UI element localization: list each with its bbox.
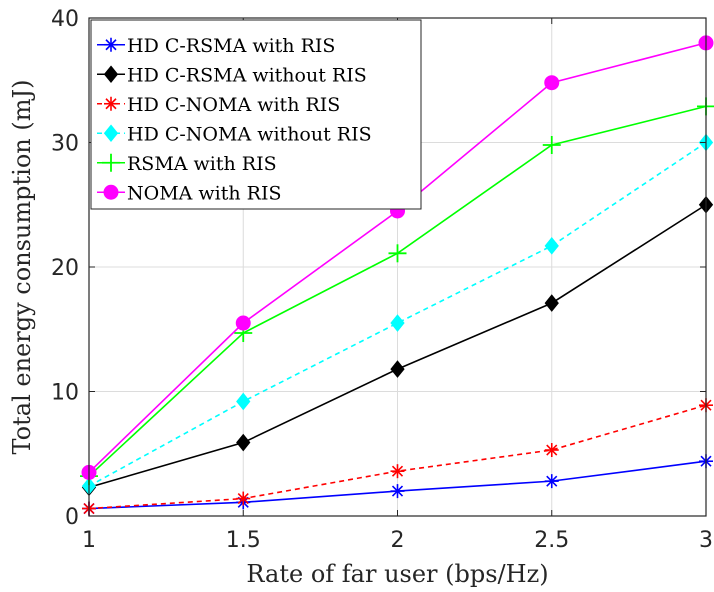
legend-label: NOMA with RIS: [127, 182, 282, 204]
data-point: [390, 464, 405, 479]
legend-box: [90, 19, 422, 210]
legend-marker: [103, 184, 119, 200]
data-point: [544, 75, 560, 91]
y-tick-label: 40: [51, 7, 79, 32]
data-point: [544, 443, 559, 458]
legend-label: HD C-RSMA without RIS: [127, 64, 367, 86]
legend-item: HD C-NOMA with RIS: [97, 94, 340, 116]
series-line: [88, 141, 707, 487]
y-tick-label: 30: [51, 132, 79, 157]
x-tick-label: 3: [699, 528, 713, 553]
y-tick-label: 10: [51, 381, 79, 406]
series-hd-c-noma-without-ris: [81, 133, 714, 495]
data-point: [390, 314, 405, 332]
x-axis-label: Rate of far user (bps/Hz): [246, 560, 548, 588]
data-point: [388, 244, 407, 263]
legend-item: HD C-RSMA without RIS: [97, 64, 367, 86]
x-tick-label: 2: [391, 528, 405, 553]
data-point: [390, 484, 405, 499]
data-point: [236, 392, 251, 411]
x-tick-label: 1: [82, 528, 96, 553]
data-point: [544, 294, 559, 312]
series-layer: [80, 35, 714, 516]
legend-label: HD C-NOMA without RIS: [127, 123, 372, 145]
legend-label: HD C-RSMA with RIS: [127, 35, 335, 57]
legend-label: RSMA with RIS: [127, 153, 277, 175]
data-point: [544, 474, 559, 489]
legend-label: HD C-NOMA with RIS: [127, 94, 340, 116]
data-point: [544, 237, 559, 255]
y-tick-label: 20: [51, 256, 79, 281]
y-tick-label: 0: [65, 505, 79, 530]
data-point: [236, 491, 251, 506]
legend-item: NOMA with RIS: [97, 182, 282, 204]
series-line: [88, 404, 707, 510]
legend: HD C-RSMA with RIS HD C-RSMA without RIS H…: [90, 19, 422, 210]
x-tick-label: 1.5: [226, 528, 261, 553]
legend-marker: [103, 65, 119, 84]
legend-item: RSMA with RIS: [97, 153, 277, 175]
data-point: [236, 433, 251, 452]
legend-marker: [104, 37, 118, 52]
legend-marker: [104, 96, 118, 111]
series-noma-with-ris: [81, 35, 714, 480]
y-axis-label: Total energy consumption (mJ): [8, 80, 36, 455]
x-tick-label: 2.5: [534, 528, 569, 553]
legend-marker: [102, 153, 120, 172]
data-point: [235, 315, 251, 331]
data-point: [390, 360, 405, 378]
data-point: [542, 135, 561, 154]
legend-item: HD C-RSMA with RIS: [97, 35, 335, 57]
legend-marker: [103, 124, 119, 143]
legend-item: HD C-NOMA without RIS: [97, 123, 372, 145]
